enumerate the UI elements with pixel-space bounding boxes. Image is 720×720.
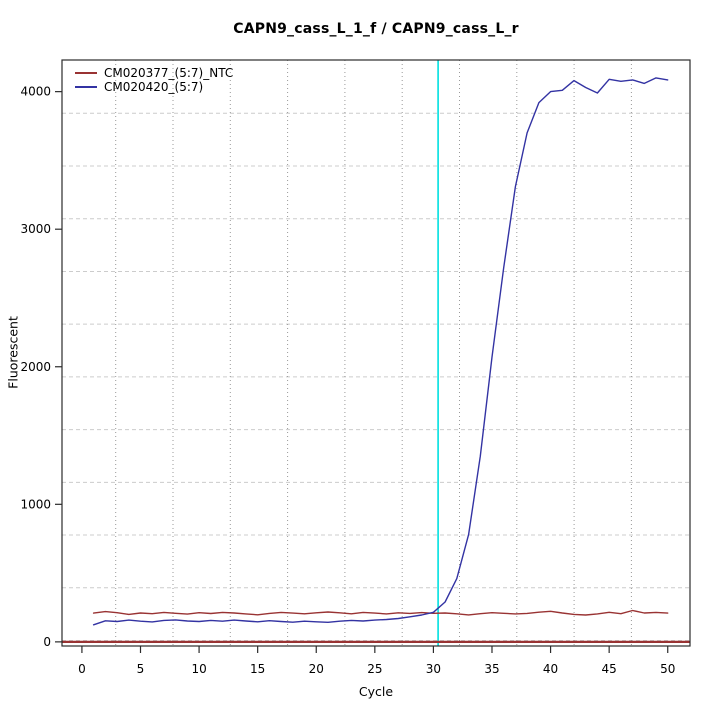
x-tick-label: 45: [602, 662, 617, 676]
y-tick-label: 0: [43, 635, 51, 649]
x-axis-label: Cycle: [358, 684, 394, 699]
legend-item: CM020420_(5:7): [75, 80, 233, 94]
plot-border: [61, 59, 691, 647]
x-tick-label: 40: [543, 662, 558, 676]
axis-tick-labels: 0 5 10 15 20 25 30 35 40 45 50 0 1000 2000 3000 4000: [20, 85, 675, 676]
legend: CM020377_(5:7)_NTC CM020420_(5:7): [75, 66, 233, 94]
x-tick-label: 20: [309, 662, 324, 676]
legend-label: CM020420_(5:7): [104, 80, 204, 94]
chart-title: CAPN9_cass_L_1_f / CAPN9_cass_L_r: [233, 21, 519, 37]
x-tick-label: 5: [137, 662, 145, 676]
vertical-gridlines: [115, 60, 632, 646]
x-tick-label: 50: [660, 662, 675, 676]
horizontal-gridlines: [62, 112, 690, 641]
y-tick-label: 3000: [20, 222, 51, 236]
amplification-curve: [92, 77, 669, 626]
x-tick-label: 25: [367, 662, 382, 676]
y-tick-label: 4000: [20, 85, 51, 99]
y-tick-label: 1000: [20, 497, 51, 511]
legend-line-sample: [75, 72, 97, 74]
axis-ticks: [55, 91, 669, 653]
x-tick-label: 10: [191, 662, 206, 676]
x-tick-label: 0: [78, 662, 86, 676]
ntc-curve: [92, 609, 669, 616]
x-tick-label: 30: [426, 662, 441, 676]
x-tick-label: 35: [484, 662, 499, 676]
y-axis-label: Fluorescent: [5, 316, 21, 389]
legend-line-sample: [75, 86, 97, 88]
x-tick-label: 15: [250, 662, 265, 676]
legend-label: CM020377_(5:7)_NTC: [104, 66, 234, 80]
legend-item: CM020377_(5:7)_NTC: [75, 66, 233, 80]
y-tick-label: 2000: [20, 360, 51, 374]
